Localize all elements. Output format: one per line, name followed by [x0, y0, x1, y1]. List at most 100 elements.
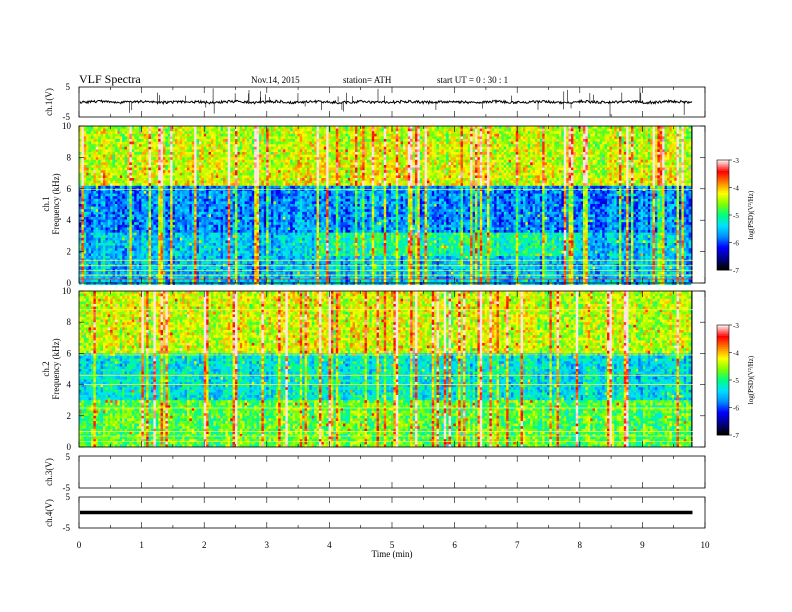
- spectrogram-cell: [196, 219, 200, 223]
- spectrogram-cell: [177, 136, 181, 140]
- spectrogram-cell: [259, 152, 262, 155]
- spectrogram-cell: [112, 141, 116, 145]
- spectrogram-cell: [256, 141, 260, 145]
- spectrogram-cell: [155, 248, 159, 252]
- spectrogram-cell: [237, 219, 241, 223]
- spectrogram-cell: [100, 167, 104, 171]
- spectrogram-cell: [215, 141, 219, 145]
- spectrogram-cell: [235, 219, 238, 223]
- spectrogram-cell: [88, 146, 92, 150]
- spectrogram-cell: [100, 183, 104, 187]
- spectrogram-cell: [146, 136, 149, 140]
- spectrogram-cell: [208, 139, 212, 142]
- spectrogram-cell: [115, 271, 118, 275]
- spectrogram-cell: [124, 261, 128, 265]
- spectrogram-cell: [103, 185, 106, 189]
- spectrogram-cell: [213, 276, 217, 280]
- spectrogram-cell: [218, 279, 221, 283]
- spectrogram-cell: [208, 157, 212, 161]
- spectrogram-cell: [244, 276, 248, 280]
- spectrogram-cell: [98, 131, 101, 135]
- spectrogram-cell: [199, 204, 202, 207]
- spectrogram-cell: [100, 175, 104, 179]
- spectrogram-cell: [131, 154, 135, 158]
- spectrogram-cell: [83, 154, 87, 158]
- spectrogram-cell: [110, 139, 113, 142]
- spectrogram-cell: [146, 237, 149, 241]
- spectrogram-cell: [167, 211, 171, 215]
- spectrogram-cell: [182, 193, 185, 197]
- spectrogram-cell: [98, 146, 101, 150]
- spectrogram-cell: [213, 279, 217, 283]
- spectrogram-cell: [158, 271, 161, 275]
- spectrogram-cell: [256, 261, 260, 265]
- spectrogram-cell: [163, 237, 166, 241]
- spectrogram-cell: [268, 183, 272, 187]
- spectrogram-cell: [134, 157, 137, 161]
- spectrogram-cell: [153, 167, 157, 171]
- spectrogram-cell: [86, 253, 89, 257]
- spectrogram-cell: [151, 276, 154, 280]
- spectrogram-cell: [122, 141, 125, 145]
- spectrogram-cell: [163, 230, 166, 233]
- spectrogram-cell: [151, 253, 154, 257]
- spectrogram-cell: [107, 172, 111, 176]
- spectrogram-cell: [203, 126, 207, 129]
- spectrogram-cell: [93, 175, 97, 179]
- spectrogram-cell: [155, 133, 159, 137]
- spectrogram-cell: [115, 240, 118, 244]
- spectrogram-cell: [254, 139, 257, 142]
- spectrogram-cell: [194, 198, 197, 202]
- spectrogram-cell: [136, 224, 140, 228]
- spectrogram-cell: [148, 253, 152, 257]
- spectrogram-cell: [81, 230, 85, 233]
- spectrogram-cell: [249, 222, 253, 226]
- spectrogram-cell: [91, 141, 94, 145]
- spectrogram-cell: [93, 149, 97, 153]
- spectrogram-cell: [237, 227, 241, 231]
- spectrogram-cell: [199, 232, 202, 236]
- spectrogram-cell: [261, 167, 265, 171]
- spectrogram-cell: [247, 178, 250, 181]
- spectrogram-cell: [235, 149, 238, 153]
- spectrogram-cell: [179, 235, 183, 239]
- spectrogram-cell: [100, 136, 104, 140]
- spectrogram-cell: [153, 191, 157, 194]
- spectrogram-cell: [218, 133, 221, 137]
- spectrogram-cell: [187, 219, 190, 223]
- spectrogram-cell: [230, 263, 233, 267]
- spectrogram-cell: [203, 245, 207, 249]
- spectrogram-cell: [134, 193, 137, 197]
- spectrogram-cell: [259, 185, 262, 189]
- spectrogram-cell: [208, 193, 212, 197]
- spectrogram-cell: [119, 159, 123, 163]
- spectrogram-cell: [93, 180, 97, 184]
- spectrogram-cell: [160, 248, 164, 252]
- spectrogram-cell: [184, 141, 188, 145]
- spectrogram-cell: [83, 235, 87, 239]
- spectrogram-cell: [213, 146, 217, 150]
- spectrogram-cell: [91, 253, 94, 257]
- spectrogram-cell: [175, 256, 178, 259]
- spectrogram-cell: [172, 154, 176, 158]
- spectrogram-cell: [117, 198, 121, 202]
- spectrogram-cell: [117, 178, 121, 181]
- spectrogram-cell: [247, 243, 250, 246]
- spectrogram-cell: [110, 240, 113, 244]
- spectrogram-cell: [167, 232, 171, 236]
- spectrogram-cell: [170, 243, 173, 246]
- spectrogram-cell: [179, 253, 183, 257]
- spectrogram-cell: [153, 224, 157, 228]
- spectrogram-cell: [86, 245, 89, 249]
- spectrogram-cell: [122, 170, 125, 174]
- spectrogram-cell: [199, 193, 202, 197]
- spectrogram-cell: [199, 235, 202, 239]
- spectrogram-cell: [223, 170, 226, 174]
- spectrogram-cell: [131, 131, 135, 135]
- spectrogram-cell: [117, 139, 121, 142]
- spectrogram-cell: [148, 170, 152, 174]
- spectrogram-cell: [105, 159, 109, 163]
- spectrogram-cell: [218, 219, 221, 223]
- spectrogram-cell: [158, 245, 161, 249]
- spectrogram-cell: [211, 178, 214, 181]
